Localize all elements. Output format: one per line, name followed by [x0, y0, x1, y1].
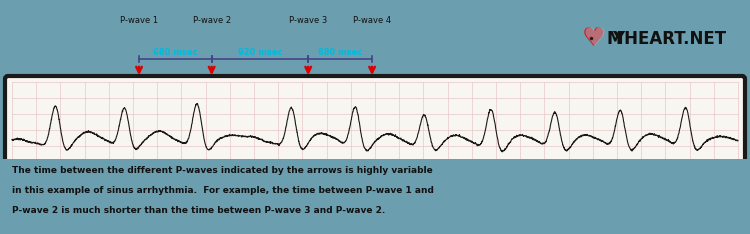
Text: The time between the different P-waves indicated by the arrows is highly variabl: The time between the different P-waves i…: [12, 166, 433, 175]
FancyBboxPatch shape: [5, 76, 745, 215]
Text: P-wave 2 is much shorter than the time between P-wave 3 and P-wave 2.: P-wave 2 is much shorter than the time b…: [12, 206, 386, 215]
Text: P-wave 4: P-wave 4: [353, 16, 392, 25]
Text: 680 msec: 680 msec: [153, 48, 197, 57]
Text: P-wave 2: P-wave 2: [193, 16, 231, 25]
Text: P-wave 1: P-wave 1: [120, 16, 158, 25]
Text: P-wave 3: P-wave 3: [289, 16, 327, 25]
Text: ♥: ♥: [581, 26, 604, 52]
Text: 920 msec: 920 msec: [238, 48, 282, 57]
Text: 880 msec: 880 msec: [318, 48, 362, 57]
Text: M: M: [607, 30, 623, 48]
Text: YHEART.NET: YHEART.NET: [612, 30, 726, 48]
Text: ♥: ♥: [583, 26, 606, 52]
FancyBboxPatch shape: [0, 156, 750, 234]
Text: in this example of sinus arrhythmia.  For example, the time between P-wave 1 and: in this example of sinus arrhythmia. For…: [12, 186, 433, 195]
FancyBboxPatch shape: [0, 159, 750, 234]
